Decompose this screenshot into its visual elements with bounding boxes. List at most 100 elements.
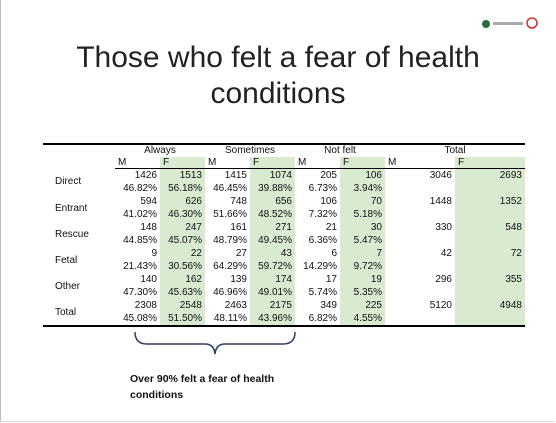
- count: 17: [325, 274, 337, 285]
- total-count: 1448: [429, 196, 452, 207]
- total-count: 2693: [499, 170, 522, 181]
- cell: 1513 56.18%: [160, 168, 205, 195]
- logo-mark: [482, 20, 490, 28]
- cell: 6 14.29%: [295, 247, 340, 273]
- total-cell: 72: [455, 247, 525, 273]
- count: 140: [140, 274, 157, 285]
- table-row: Direct 1426 46.82% 1513 56.18% 1415 46.45% 1074…: [43, 168, 525, 196]
- count: 205: [320, 170, 337, 181]
- percent: 5.74%: [308, 287, 337, 298]
- count: 2308: [134, 300, 157, 311]
- percent: 7.32%: [308, 209, 337, 220]
- count: 2175: [269, 300, 292, 311]
- count: 106: [320, 196, 337, 207]
- count: 1074: [269, 170, 292, 181]
- percent: 4.55%: [353, 313, 382, 324]
- subheader: F: [160, 157, 205, 169]
- cell: 9 21.43%: [115, 247, 160, 273]
- total-cell: 2693: [455, 168, 525, 195]
- subheader: M: [385, 157, 455, 169]
- total-cell: 4948: [455, 299, 525, 326]
- total-count: 5120: [429, 300, 452, 311]
- count: 162: [185, 274, 202, 285]
- total-cell: 42: [385, 247, 455, 273]
- brace: [134, 331, 296, 355]
- row-label: Entrant: [55, 202, 88, 214]
- count: 1513: [179, 170, 202, 181]
- percent: 44.85%: [123, 235, 157, 246]
- cell: 2308 45.08%: [115, 299, 160, 326]
- group-header: Sometimes: [224, 145, 275, 156]
- percent: 49.45%: [258, 235, 292, 246]
- count: 106: [365, 170, 382, 181]
- percent: 21.43%: [123, 261, 157, 272]
- percent: 48.52%: [258, 209, 292, 220]
- cell: 162 45.63%: [160, 273, 205, 299]
- cell: 2463 48.11%: [205, 299, 250, 326]
- cell: 656 48.52%: [250, 195, 295, 221]
- count: 21: [325, 222, 337, 233]
- logo: [482, 17, 538, 29]
- percent: 48.11%: [213, 313, 247, 324]
- subheader: F: [455, 157, 525, 169]
- total-count: 42: [440, 248, 452, 259]
- group-header-row: Always Sometimes Not felt Total: [43, 144, 525, 157]
- percent: 59.72%: [258, 261, 292, 272]
- cell: 271 49.45%: [250, 221, 295, 247]
- logo-emblem: [526, 17, 538, 29]
- percent: 6.82%: [308, 313, 337, 324]
- percent: 14.29%: [303, 261, 337, 272]
- count: 594: [140, 196, 157, 207]
- count: 22: [190, 248, 202, 259]
- total-count: 296: [435, 274, 452, 285]
- cell: 70 5.18%: [340, 195, 385, 221]
- cell: 1415 46.45%: [205, 169, 250, 196]
- cell: 43 59.72%: [250, 247, 295, 273]
- count: 148: [140, 222, 157, 233]
- count: 247: [185, 222, 202, 233]
- cell: 30 5.47%: [340, 221, 385, 247]
- cell: 2175 43.96%: [250, 299, 295, 326]
- count: 70: [370, 196, 382, 207]
- total-cell: 548: [455, 221, 525, 247]
- cell: 7 9.72%: [340, 247, 385, 273]
- percent: 45.07%: [168, 235, 202, 246]
- cell: 106 7.32%: [295, 195, 340, 221]
- table-row: Entrant 594 41.02% 626 46.30% 748 51.66% 656 48.…: [43, 195, 525, 221]
- cell: 106 3.94%: [340, 168, 385, 195]
- count: 349: [320, 300, 337, 311]
- total-cell: 355: [455, 273, 525, 299]
- percent: 5.18%: [353, 209, 382, 220]
- total-count: 3046: [429, 170, 452, 181]
- table-row: Total 2308 45.08% 2548 51.50% 2463 48.11% 2175 4…: [43, 299, 525, 326]
- count: 43: [280, 248, 292, 259]
- count: 1415: [224, 170, 247, 181]
- total-count: 4948: [499, 300, 522, 311]
- count: 2463: [224, 300, 247, 311]
- cell: 21 6.36%: [295, 221, 340, 247]
- percent: 6.36%: [308, 235, 337, 246]
- group-header: Not felt: [324, 145, 356, 156]
- cell: 19 5.35%: [340, 273, 385, 299]
- count: 174: [275, 274, 292, 285]
- total-cell: 1448: [385, 195, 455, 221]
- cell: 139 46.96%: [205, 273, 250, 299]
- total-cell: 1352: [455, 195, 525, 221]
- subheader: M: [115, 157, 160, 169]
- cell: 1074 39.88%: [250, 168, 295, 195]
- count: 748: [230, 196, 247, 207]
- percent: 41.02%: [123, 209, 157, 220]
- count: 161: [230, 222, 247, 233]
- cell: 594 41.02%: [115, 195, 160, 221]
- count: 1426: [134, 170, 157, 181]
- percent: 64.29%: [213, 261, 247, 272]
- row-label: Other: [55, 280, 81, 292]
- row-label: Fetal: [55, 254, 78, 266]
- cell: 27 64.29%: [205, 247, 250, 273]
- percent: 45.08%: [123, 313, 157, 324]
- cell: 205 6.73%: [295, 169, 340, 196]
- data-table: Always Sometimes Not felt Total M F M F M F M F Dir…: [43, 143, 525, 327]
- percent: 5.47%: [353, 235, 382, 246]
